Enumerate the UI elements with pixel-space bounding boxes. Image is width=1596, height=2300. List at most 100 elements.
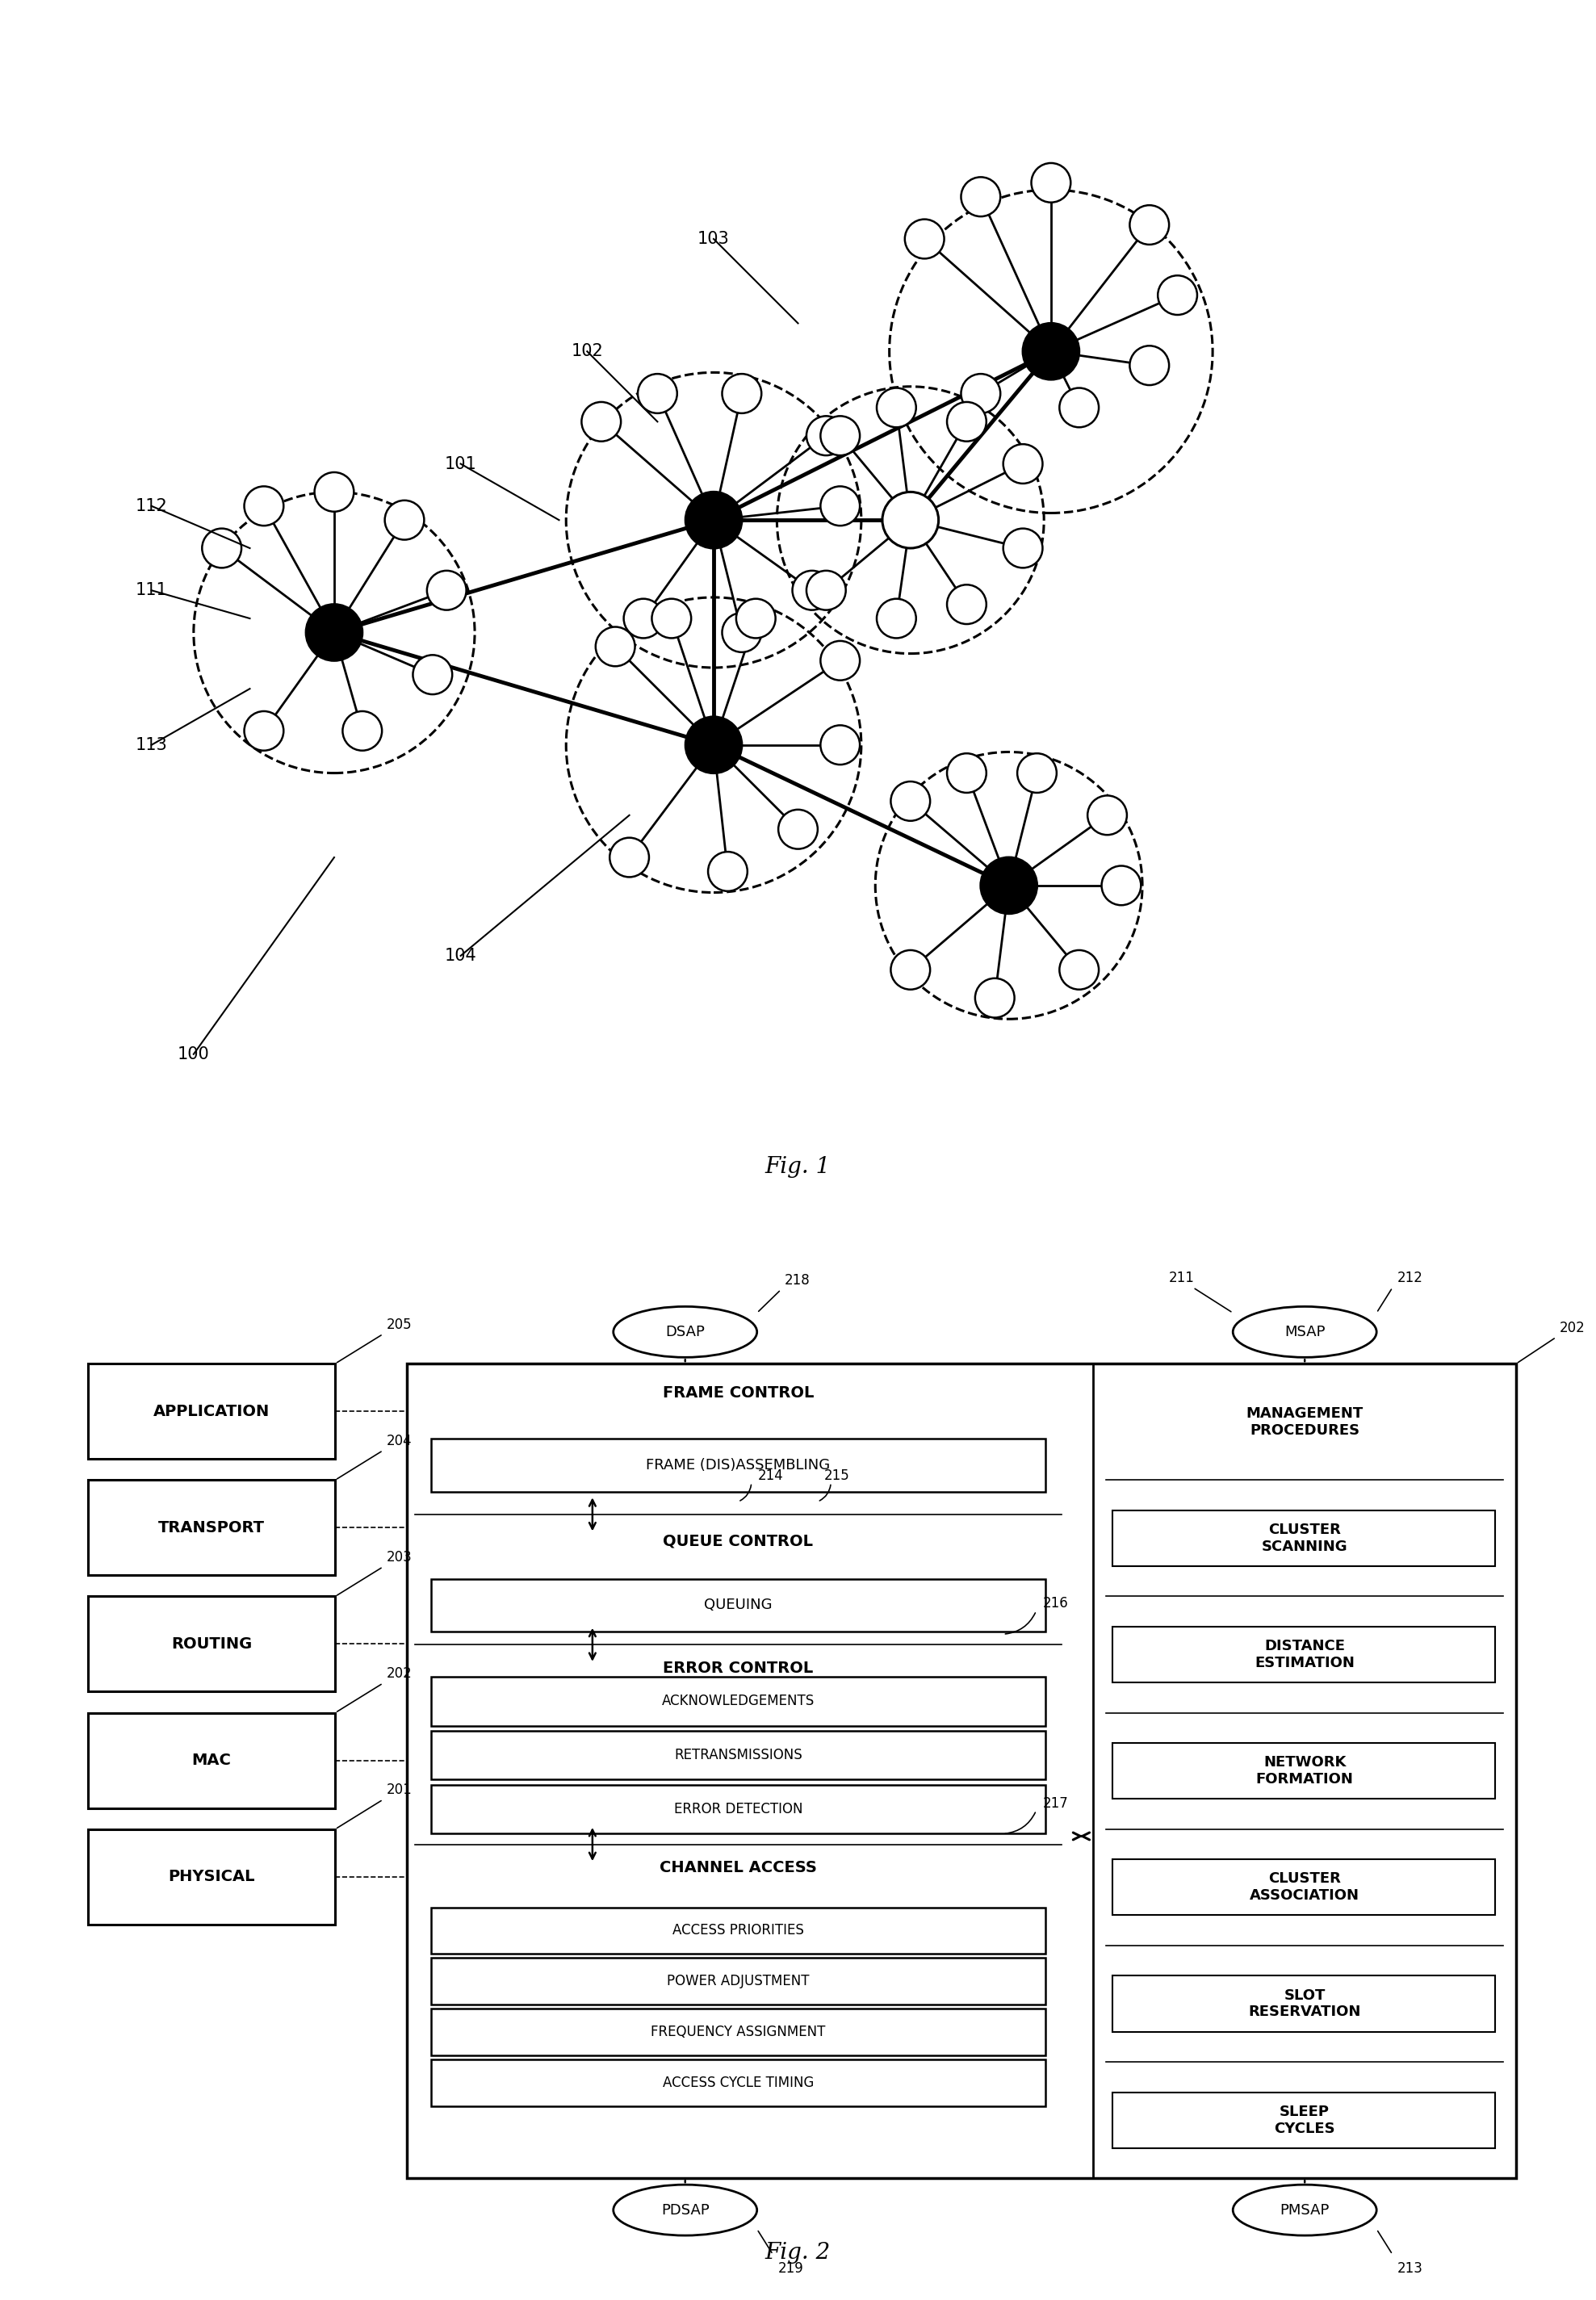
Circle shape xyxy=(1130,205,1168,244)
Text: ERROR DETECTION: ERROR DETECTION xyxy=(674,1801,803,1817)
Text: 205: 205 xyxy=(386,1318,412,1332)
Circle shape xyxy=(891,782,930,821)
Circle shape xyxy=(413,656,452,695)
Circle shape xyxy=(876,389,916,428)
Text: CHANNEL ACCESS: CHANNEL ACCESS xyxy=(659,1861,817,1874)
Circle shape xyxy=(1031,163,1071,202)
FancyBboxPatch shape xyxy=(1112,2093,1495,2148)
FancyBboxPatch shape xyxy=(88,1714,335,1808)
Text: ERROR CONTROL: ERROR CONTROL xyxy=(662,1661,814,1677)
Text: Fig. 2: Fig. 2 xyxy=(764,2242,832,2263)
Circle shape xyxy=(1004,444,1042,483)
FancyBboxPatch shape xyxy=(1112,1626,1495,1684)
Text: 104: 104 xyxy=(445,948,477,964)
Text: SLOT
RESERVATION: SLOT RESERVATION xyxy=(1248,1987,1361,2019)
Text: 112: 112 xyxy=(136,497,168,515)
Text: 113: 113 xyxy=(136,736,168,752)
FancyBboxPatch shape xyxy=(1112,1743,1495,1799)
Text: PMSAP: PMSAP xyxy=(1280,2203,1329,2217)
Circle shape xyxy=(806,416,846,455)
Text: 212: 212 xyxy=(1398,1272,1424,1286)
Circle shape xyxy=(428,570,466,610)
Text: 217: 217 xyxy=(1042,1796,1068,1810)
FancyBboxPatch shape xyxy=(88,1481,335,1576)
Text: RETRANSMISSIONS: RETRANSMISSIONS xyxy=(674,1748,803,1762)
Circle shape xyxy=(961,375,1001,414)
Circle shape xyxy=(306,605,362,660)
Text: 202: 202 xyxy=(1559,1320,1585,1334)
Ellipse shape xyxy=(613,1306,757,1357)
Text: MANAGEMENT
PROCEDURES: MANAGEMENT PROCEDURES xyxy=(1246,1405,1363,1438)
Circle shape xyxy=(736,598,776,637)
Ellipse shape xyxy=(613,2185,757,2236)
Text: DSAP: DSAP xyxy=(666,1325,705,1339)
FancyBboxPatch shape xyxy=(431,2008,1045,2056)
Circle shape xyxy=(610,837,650,876)
FancyBboxPatch shape xyxy=(431,1907,1045,1953)
Text: 103: 103 xyxy=(697,230,729,246)
Circle shape xyxy=(651,598,691,637)
Circle shape xyxy=(244,485,284,527)
Text: FRAME (DIS)ASSEMBLING: FRAME (DIS)ASSEMBLING xyxy=(646,1458,830,1472)
Circle shape xyxy=(779,810,817,849)
Circle shape xyxy=(581,402,621,442)
Text: PDSAP: PDSAP xyxy=(661,2203,709,2217)
Circle shape xyxy=(203,529,241,568)
Circle shape xyxy=(876,598,916,637)
Circle shape xyxy=(1023,324,1079,380)
Circle shape xyxy=(1087,796,1127,835)
Circle shape xyxy=(686,718,742,773)
Text: 101: 101 xyxy=(445,455,477,472)
Text: POWER ADJUSTMENT: POWER ADJUSTMENT xyxy=(667,1973,809,1990)
Circle shape xyxy=(1004,529,1042,568)
FancyBboxPatch shape xyxy=(431,1440,1045,1493)
Text: 213: 213 xyxy=(1398,2261,1424,2275)
Circle shape xyxy=(244,711,284,750)
Text: 204: 204 xyxy=(386,1433,412,1449)
Circle shape xyxy=(883,492,938,547)
Text: SLEEP
CYCLES: SLEEP CYCLES xyxy=(1274,2104,1336,2137)
Circle shape xyxy=(314,472,354,511)
FancyBboxPatch shape xyxy=(88,1364,335,1458)
Circle shape xyxy=(891,950,930,989)
Circle shape xyxy=(624,598,662,637)
Circle shape xyxy=(721,375,761,414)
Circle shape xyxy=(820,485,860,527)
FancyBboxPatch shape xyxy=(431,1677,1045,1725)
Circle shape xyxy=(595,628,635,667)
Circle shape xyxy=(946,754,986,794)
Text: DISTANCE
ESTIMATION: DISTANCE ESTIMATION xyxy=(1254,1640,1355,1670)
Circle shape xyxy=(946,402,986,442)
FancyBboxPatch shape xyxy=(431,1785,1045,1833)
Circle shape xyxy=(820,725,860,764)
Circle shape xyxy=(343,711,381,750)
FancyBboxPatch shape xyxy=(1112,1858,1495,1916)
Circle shape xyxy=(1157,276,1197,315)
Text: NETWORK
FORMATION: NETWORK FORMATION xyxy=(1256,1755,1353,1787)
Text: 218: 218 xyxy=(784,1272,809,1288)
Circle shape xyxy=(961,177,1001,216)
Circle shape xyxy=(1017,754,1057,794)
Circle shape xyxy=(638,375,677,414)
Text: CLUSTER
ASSOCIATION: CLUSTER ASSOCIATION xyxy=(1250,1872,1360,1902)
Text: 202: 202 xyxy=(386,1668,412,1681)
Circle shape xyxy=(820,642,860,681)
Text: PHYSICAL: PHYSICAL xyxy=(168,1870,255,1884)
Text: CLUSTER
SCANNING: CLUSTER SCANNING xyxy=(1262,1523,1347,1555)
FancyBboxPatch shape xyxy=(88,1596,335,1693)
Ellipse shape xyxy=(1234,1306,1377,1357)
Text: ROUTING: ROUTING xyxy=(171,1635,252,1651)
Text: MAC: MAC xyxy=(192,1753,231,1769)
Ellipse shape xyxy=(1234,2185,1377,2236)
Circle shape xyxy=(975,978,1015,1017)
FancyBboxPatch shape xyxy=(1112,1511,1495,1566)
FancyBboxPatch shape xyxy=(407,1364,1516,2178)
FancyBboxPatch shape xyxy=(431,1578,1045,1631)
Text: 214: 214 xyxy=(758,1467,784,1484)
Text: ACCESS CYCLE TIMING: ACCESS CYCLE TIMING xyxy=(662,2075,814,2091)
Text: 100: 100 xyxy=(177,1046,209,1063)
Text: Fig. 1: Fig. 1 xyxy=(764,1155,832,1178)
Text: 216: 216 xyxy=(1042,1596,1068,1610)
Circle shape xyxy=(686,492,742,547)
Text: 215: 215 xyxy=(824,1467,851,1484)
